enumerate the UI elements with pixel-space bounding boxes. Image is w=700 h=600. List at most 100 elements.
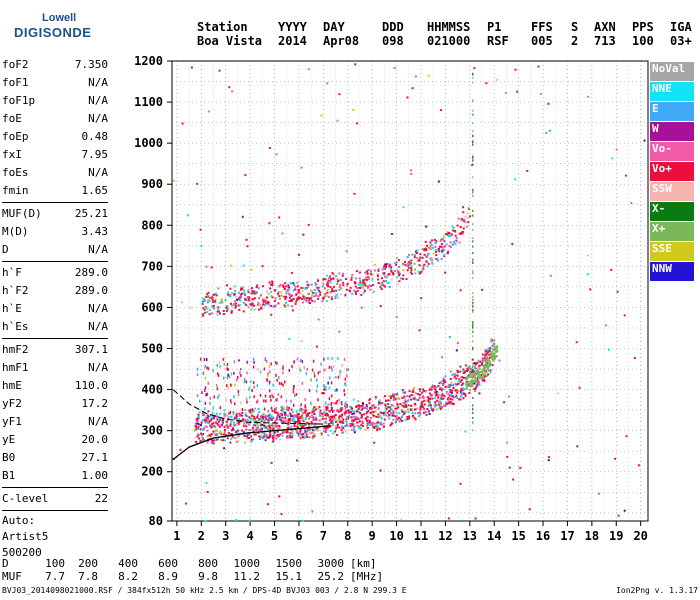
interference-point xyxy=(472,407,474,410)
echo-point xyxy=(326,407,329,410)
echo-point xyxy=(437,385,440,387)
noise-point xyxy=(481,288,484,291)
echo-point xyxy=(241,418,244,421)
spread-echo xyxy=(331,356,333,360)
noise-point xyxy=(199,228,202,231)
noise-point xyxy=(179,448,182,451)
spread-echo xyxy=(246,400,248,404)
ionospheric-parameters-panel: foF2 7.350 foF1 N/A foF1p N/A foE N/A foEp 0.48 fx… xyxy=(2,56,108,561)
echo-point xyxy=(351,423,354,426)
echo-point xyxy=(365,412,368,415)
echo-point xyxy=(281,418,284,421)
param-value: N/A xyxy=(88,320,108,333)
echo-point xyxy=(279,283,282,286)
echo-point xyxy=(346,415,349,418)
echo-point xyxy=(424,247,427,250)
echo-point xyxy=(436,248,439,251)
echo-point xyxy=(417,393,420,395)
echo-point xyxy=(205,296,208,298)
y-tick-label: 80 xyxy=(149,514,163,528)
spread-echo xyxy=(307,413,310,417)
interference-point xyxy=(472,252,474,255)
echo-point xyxy=(243,292,246,295)
echo-point xyxy=(355,277,357,280)
echo-point xyxy=(473,382,476,385)
echo-point xyxy=(387,274,389,277)
echo-point xyxy=(382,284,385,287)
x-mode-point xyxy=(468,376,471,379)
noise-point xyxy=(630,202,633,204)
echo-point xyxy=(427,399,430,402)
echo-point xyxy=(326,281,329,284)
echo-point xyxy=(336,293,339,296)
spread-echo xyxy=(196,394,199,398)
echo-point xyxy=(233,285,236,288)
echo-point xyxy=(487,351,490,353)
echo-point xyxy=(299,432,302,434)
footer-cell: 11.2 xyxy=(233,570,261,583)
echo-point xyxy=(264,419,267,422)
noise-point xyxy=(455,349,458,352)
echo-point xyxy=(303,436,306,439)
echo-point xyxy=(338,426,340,429)
echo-point xyxy=(356,287,359,289)
echo-point xyxy=(330,278,333,281)
echo-point xyxy=(483,353,486,356)
echo-point xyxy=(339,419,342,422)
param-value: 17.2 xyxy=(81,397,109,410)
echo-point xyxy=(291,298,294,301)
noise-point xyxy=(338,330,341,333)
noise-point xyxy=(414,75,417,78)
x-mode-point xyxy=(479,375,482,378)
footer-cell: 7.7 xyxy=(45,570,65,583)
echo-point xyxy=(449,384,452,387)
x-mode-point xyxy=(484,362,487,365)
muf-distance-table: D 100 200 400 600 800 1000 1500 3000 [km] MUF 7.7 7.… xyxy=(2,557,400,583)
echo-point xyxy=(448,402,451,405)
echo-point xyxy=(250,304,253,307)
x-tick-label: 1 xyxy=(173,529,180,543)
echo-point xyxy=(408,260,411,263)
echo-point xyxy=(317,407,320,410)
echo-point xyxy=(287,436,290,438)
echo-point xyxy=(201,301,204,304)
echo-point xyxy=(447,232,450,235)
echo-point xyxy=(315,408,318,411)
echo-point xyxy=(280,294,283,297)
echo-point xyxy=(441,250,444,253)
spread-echo xyxy=(346,374,348,378)
spread-echo xyxy=(253,395,255,399)
noise-point xyxy=(528,508,531,511)
echo-point xyxy=(491,345,494,347)
echo-point xyxy=(460,387,463,390)
echo-point xyxy=(201,436,204,439)
noise-point xyxy=(614,457,617,460)
echo-point xyxy=(313,292,316,295)
noise-point xyxy=(616,290,619,293)
echo-point xyxy=(446,231,449,233)
echo-point xyxy=(362,413,365,416)
noise-point xyxy=(223,447,226,450)
echo-point xyxy=(330,296,333,298)
echo-point xyxy=(315,417,318,420)
echo-point xyxy=(210,417,213,420)
echo-point xyxy=(266,427,269,430)
noise-point xyxy=(441,356,444,359)
spread-echo xyxy=(257,367,259,371)
echo-point xyxy=(454,382,457,385)
echo-point xyxy=(304,417,307,420)
noise-point xyxy=(420,297,423,300)
spread-echo xyxy=(237,375,239,379)
echo-point xyxy=(346,409,349,412)
echo-point xyxy=(294,415,297,418)
echo-point xyxy=(350,276,353,279)
echo-point xyxy=(211,301,214,304)
noise-point xyxy=(498,359,501,362)
echo-point xyxy=(257,302,260,305)
echo-point xyxy=(280,419,283,422)
echo-point xyxy=(257,287,260,290)
spread-echo xyxy=(252,365,255,369)
echo-point xyxy=(451,395,454,398)
spread-echo xyxy=(278,381,281,385)
